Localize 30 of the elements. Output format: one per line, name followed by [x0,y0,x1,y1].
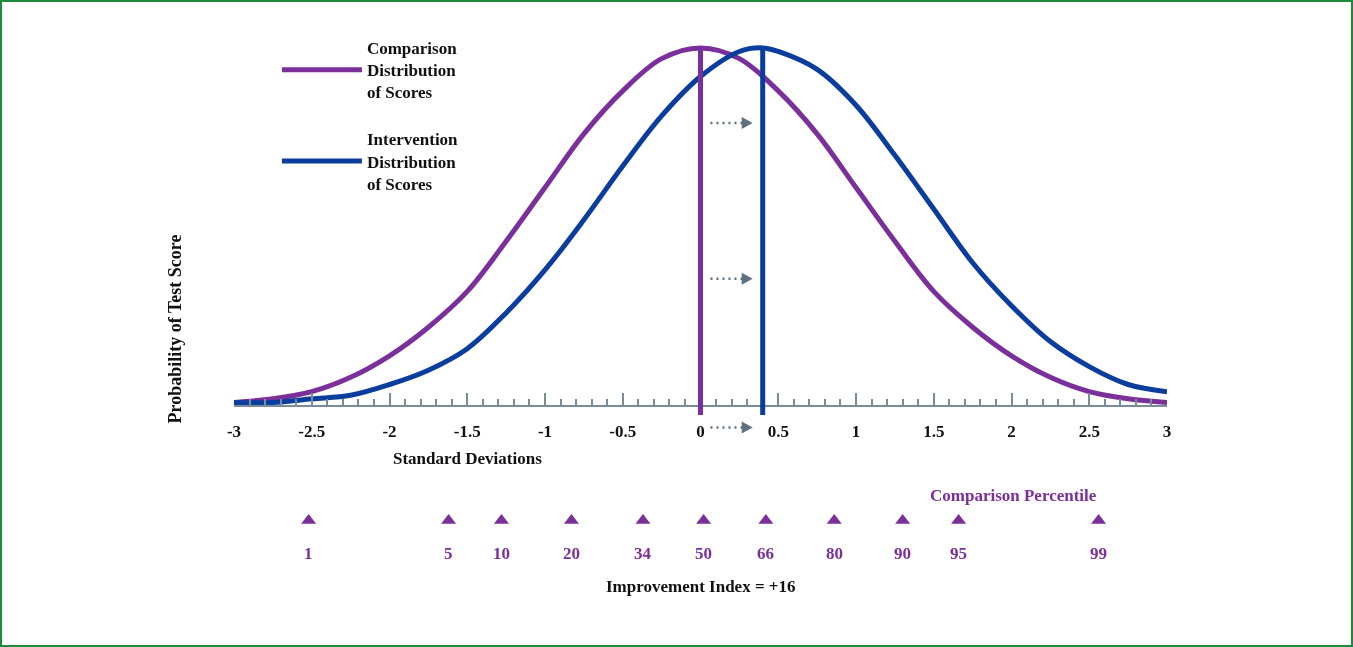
text: Improvement Index = +16 [606,577,796,596]
x-tick-label: -2.5 [298,422,326,442]
x-tick-label: 0 [696,422,705,442]
legend-label: Intervention Distribution of Scores [366,130,459,194]
x-tick-label: 2.5 [1078,422,1100,442]
annotation: 5 [444,544,453,563]
annotation: 66 [757,544,774,563]
x-tick-label: -1 [537,422,553,442]
annotation: 1 [304,544,313,563]
annotation: 99 [1090,544,1107,563]
x-tick-label: -1.5 [453,422,481,442]
legend-label: Comparison Distribution of Scores [366,39,458,103]
x-tick-label: -3 [226,422,242,442]
annotation: 34 [634,544,652,563]
x-axis-title: Standard Deviations [393,449,543,468]
annotation: 10 [493,544,510,563]
annotation: 95 [950,544,967,563]
annotation: 80 [826,544,843,563]
annotation: 50 [695,544,712,563]
series-label: Comparison Percentile [930,486,1097,505]
y-axis-title: Probability of Test Score [165,234,186,424]
x-tick-label: -0.5 [609,422,637,442]
annotation: 20 [563,544,580,563]
annotation: 90 [894,544,911,563]
x-tick-label: 2 [1007,422,1016,442]
x-tick-label: 0.5 [767,422,789,442]
x-tick-label: -2 [382,422,397,442]
x-tick-label: 1 [851,422,861,442]
x-tick-label: 3 [1162,422,1172,442]
x-tick-label: 1.5 [923,422,945,442]
